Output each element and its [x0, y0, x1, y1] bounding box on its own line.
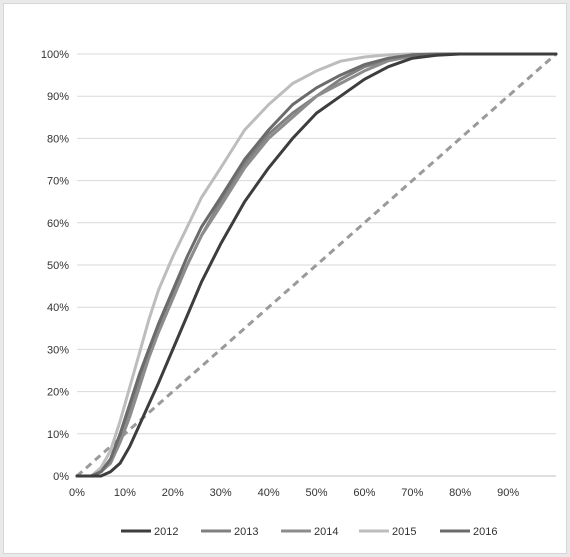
- y-tick-label: 20%: [47, 387, 69, 399]
- legend-label: 2016: [473, 526, 497, 538]
- x-tick-label: 80%: [449, 487, 471, 499]
- legend-item-2016: 2016: [440, 526, 497, 538]
- x-tick-label: 30%: [210, 487, 232, 499]
- x-tick-label: 50%: [305, 487, 327, 499]
- y-tick-label: 70%: [47, 176, 69, 188]
- y-tick-label: 30%: [47, 344, 69, 356]
- reference-line-layer: [76, 52, 557, 478]
- grid-lines: [77, 53, 556, 435]
- legend-item-2014: 2014: [281, 526, 338, 538]
- x-tick-label: 10%: [114, 487, 136, 499]
- y-tick-label: 100%: [41, 49, 69, 61]
- series-line-2015: [75, 52, 558, 478]
- x-tick-label: 0%: [69, 487, 85, 499]
- reference-line: [76, 52, 557, 478]
- x-tick-label: 40%: [258, 487, 280, 499]
- legend-label: 2013: [234, 526, 258, 538]
- x-tick-label: 60%: [353, 487, 375, 499]
- y-tick-label: 60%: [47, 218, 69, 230]
- legend-item-2013: 2013: [201, 526, 258, 538]
- series-line-2012: [75, 52, 558, 478]
- series-line-2014: [75, 52, 558, 478]
- series-lines: [75, 52, 558, 478]
- y-tick-label: 80%: [47, 133, 69, 145]
- x-tick-labels: 0% 10% 20% 30% 40% 50% 60% 70% 80% 90%: [69, 487, 519, 499]
- legend-label: 2012: [154, 526, 178, 538]
- y-tick-label: 10%: [47, 429, 69, 441]
- x-tick-label: 20%: [162, 487, 184, 499]
- legend-label: 2015: [392, 526, 416, 538]
- y-tick-label: 40%: [47, 302, 69, 314]
- y-tick-label: 50%: [47, 260, 69, 272]
- legend-label: 2014: [314, 526, 338, 538]
- series-line-2016: [75, 52, 558, 478]
- legend-item-2015: 2015: [359, 526, 416, 538]
- x-tick-label: 90%: [497, 487, 519, 499]
- x-tick-label: 70%: [401, 487, 423, 499]
- legend-item-2012: 2012: [121, 526, 178, 538]
- line-chart: 0% 10% 20% 30% 40% 50% 60% 70% 80% 90% 100% 0% 10% 2…: [41, 49, 558, 538]
- chart-frame: 0% 10% 20% 30% 40% 50% 60% 70% 80% 90% 100% 0% 10% 2…: [3, 3, 567, 554]
- legend: 2012 2013 2014 2015 2016: [121, 526, 497, 538]
- y-tick-label: 90%: [47, 91, 69, 103]
- y-tick-labels: 0% 10% 20% 30% 40% 50% 60% 70% 80% 90% 100%: [41, 49, 69, 483]
- y-tick-label: 0%: [53, 471, 69, 483]
